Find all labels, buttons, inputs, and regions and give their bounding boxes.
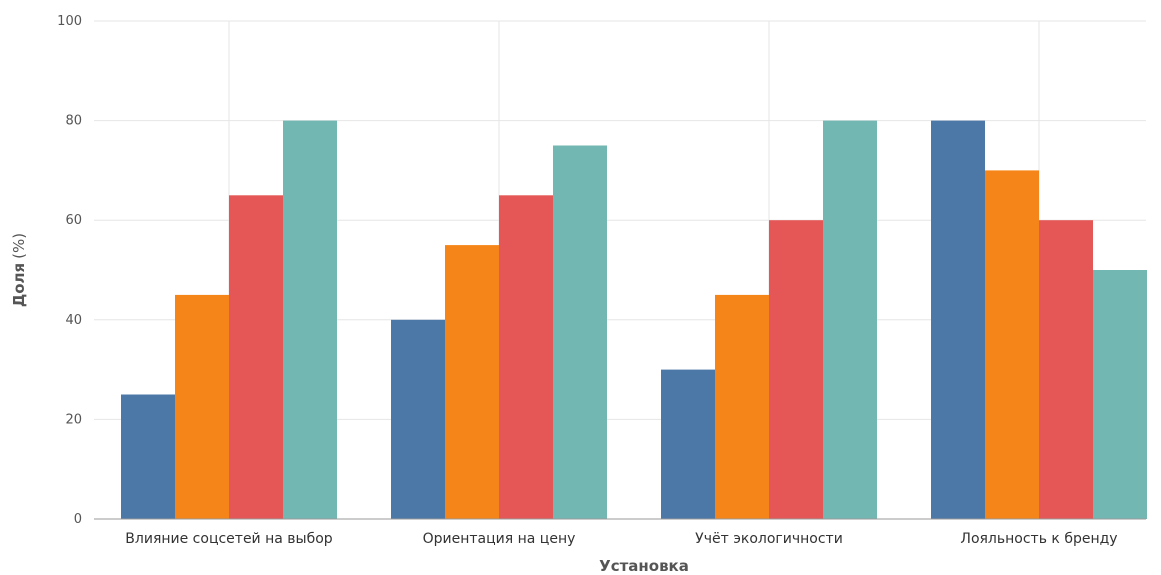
bar	[391, 319, 445, 519]
y-axis-title-unit: (%)	[10, 233, 28, 259]
y-tick-labels: 0 20 40 60 80 100	[57, 14, 82, 527]
x-tick-label: Лояльность к бренду	[960, 531, 1117, 547]
x-tick-label: Ориентация на цену	[423, 531, 576, 547]
x-axis-title: Установка	[599, 557, 689, 575]
x-tick-label: Влияние соцсетей на выбор	[125, 531, 332, 547]
bar	[1093, 270, 1147, 519]
bar	[283, 120, 337, 519]
y-axis-title: Доля (%)	[10, 233, 28, 307]
y-tick-label: 20	[65, 412, 82, 427]
x-tick-label: Учёт экологичности	[695, 531, 843, 547]
bar	[121, 394, 175, 519]
bar	[715, 294, 769, 519]
bar	[769, 220, 823, 519]
bar	[985, 170, 1039, 519]
bar	[445, 245, 499, 519]
bar	[1039, 220, 1093, 519]
bar	[553, 145, 607, 519]
y-tick-label: 100	[57, 14, 82, 29]
bar	[229, 195, 283, 520]
x-tick-labels: Влияние соцсетей на выбор Ориентация на ц…	[125, 531, 1117, 547]
bar	[823, 120, 877, 519]
y-tick-label: 40	[65, 313, 82, 328]
bar	[175, 294, 229, 519]
y-tick-label: 60	[65, 213, 82, 228]
bar	[661, 369, 715, 519]
bar	[931, 120, 985, 519]
bar	[499, 195, 553, 520]
y-tick-label: 0	[74, 512, 82, 527]
y-tick-label: 80	[65, 114, 82, 129]
y-axis-title-main: Доля	[10, 263, 28, 307]
bars	[121, 120, 1147, 520]
